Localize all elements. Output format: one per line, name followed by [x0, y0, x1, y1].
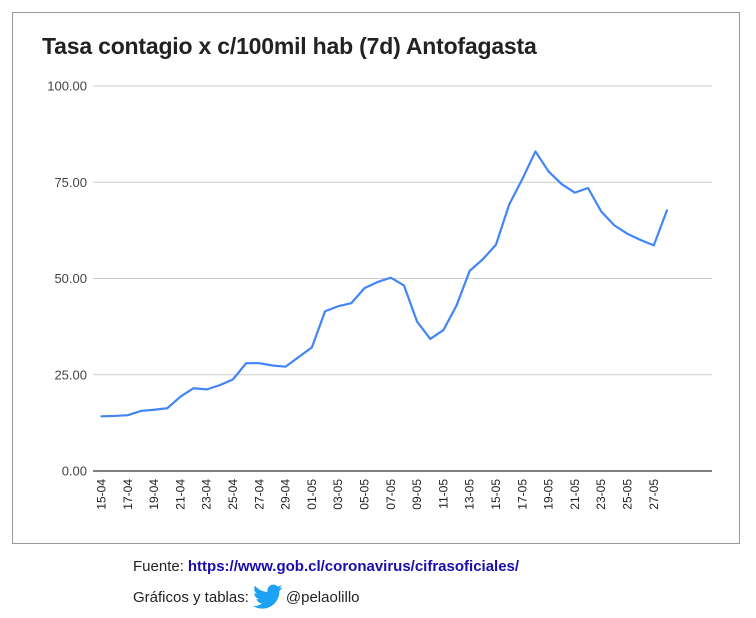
x-tick-label: 03-05: [331, 479, 345, 510]
credit-label: Gráficos y tablas:: [133, 588, 249, 606]
x-tick-label: 07-05: [384, 479, 398, 510]
series-line: [100, 150, 669, 418]
x-tick-label: 21-05: [568, 479, 582, 510]
y-axis-ticks: 0.00 25.00 50.00 75.00 100.00: [47, 79, 87, 479]
y-tick-label: 0.00: [62, 464, 87, 479]
x-tick-label: 17-05: [515, 479, 529, 510]
series-group: [100, 150, 669, 418]
y-tick-label: 25.00: [54, 367, 87, 382]
x-tick-label: 19-04: [147, 479, 161, 510]
y-tick-label: 50.00: [54, 271, 87, 286]
grid-lines: [93, 85, 712, 472]
x-tick-label: 29-04: [279, 479, 293, 510]
x-axis-ticks: 15-04 17-04 19-04 21-04 23-04 25-04 27-04 29-04…: [95, 479, 661, 510]
chart-title: Tasa contagio x c/100mil hab (7d) Antofa…: [42, 33, 537, 59]
credit-line: Gráficos y tablas: @pelaolillo: [133, 584, 360, 610]
x-tick-label: 05-05: [358, 479, 372, 510]
x-tick-label: 23-04: [200, 479, 214, 510]
x-tick-label: 01-05: [305, 479, 319, 510]
source-line: Fuente: https://www.gob.cl/coronavirus/ci…: [133, 558, 519, 575]
x-tick-label: 17-04: [121, 479, 135, 510]
x-tick-label: 19-05: [542, 479, 556, 510]
x-tick-label: 25-04: [226, 479, 240, 510]
x-tick-label: 15-05: [489, 479, 503, 510]
x-tick-label: 23-05: [594, 479, 608, 510]
source-link[interactable]: https://www.gob.cl/coronavirus/cifrasofi…: [187, 558, 520, 575]
x-tick-label: 21-04: [173, 479, 187, 510]
source-label: Fuente:: [133, 558, 184, 575]
x-tick-label: 09-05: [410, 479, 424, 510]
x-tick-label: 27-05: [647, 479, 661, 510]
y-tick-label: 100.00: [47, 79, 87, 94]
y-tick-label: 75.00: [54, 175, 87, 190]
x-tick-label: 11-05: [436, 479, 450, 509]
credit-handle[interactable]: @pelaolillo: [285, 588, 360, 606]
x-tick-label: 25-05: [621, 479, 635, 510]
twitter-bird-icon: [252, 584, 283, 610]
x-tick-label: 13-05: [463, 479, 477, 510]
x-tick-label: 27-04: [252, 479, 266, 510]
x-tick-label: 15-04: [95, 479, 109, 510]
